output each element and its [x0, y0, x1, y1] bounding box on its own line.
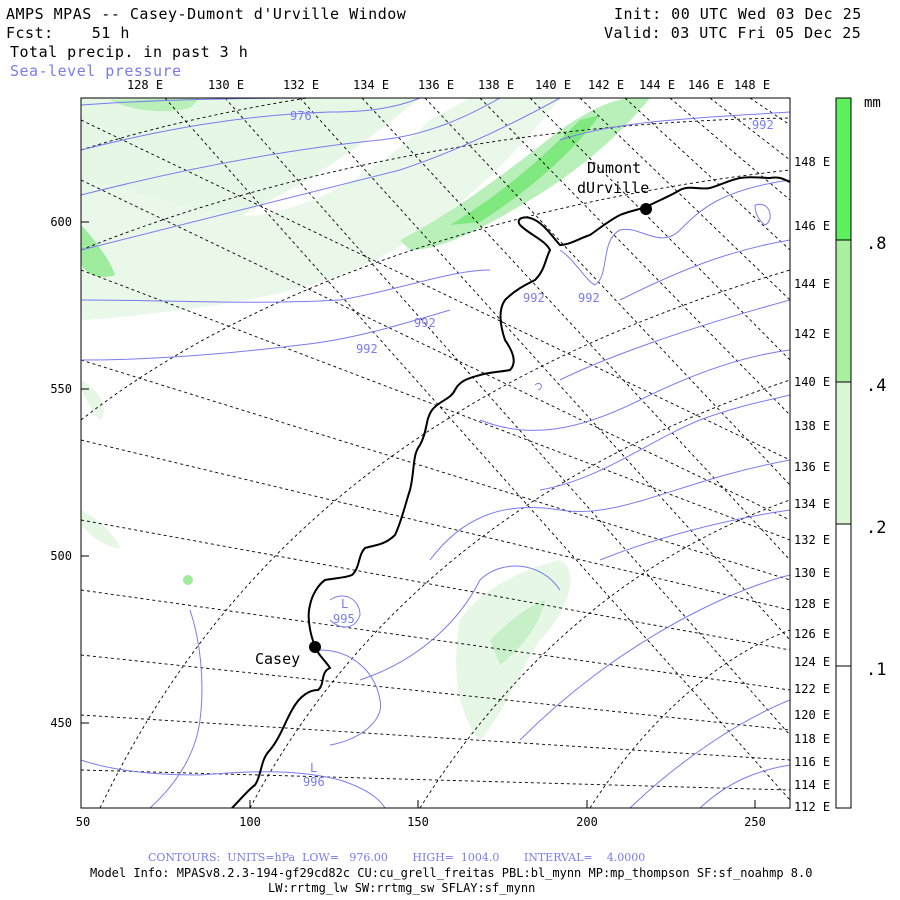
x-tick-label: 250 — [744, 815, 766, 829]
lon-label: 126 E — [794, 627, 830, 641]
station-label: Dumont — [587, 159, 641, 177]
lon-label: 136 E — [794, 460, 830, 474]
contour-label: 995 — [333, 612, 355, 626]
colorbar-segment — [836, 382, 851, 524]
colorbar: mm .1 .2 .4 .8 — [835, 95, 886, 809]
y-tick-label: 550 — [50, 382, 72, 396]
y-tick-label: 600 — [50, 215, 72, 229]
contour-info: CONTOURS: UNITS=hPa LOW= 976.00 HIGH= 10… — [148, 851, 646, 864]
lon-label: 144 E — [639, 78, 675, 92]
contour-labels: 976 992 992 992 992 992 995 996 L L — [290, 109, 774, 789]
lon-label: 140 E — [794, 375, 830, 389]
map-border — [80, 97, 791, 809]
colorbar-segment — [836, 240, 851, 382]
contour-label: 996 — [303, 775, 325, 789]
lon-label: 124 E — [794, 655, 830, 669]
plot-title: AMPS MPAS -- Casey-Dumont d'Urville Wind… — [6, 5, 407, 23]
lon-label: 128 E — [794, 597, 830, 611]
lon-label: 132 E — [794, 533, 830, 547]
lon-label: 116 E — [794, 755, 830, 769]
lon-label: 130 E — [794, 566, 830, 580]
lon-label: 142 E — [588, 78, 624, 92]
forecast-hour: Fcst: 51 h — [6, 24, 130, 42]
contour-label: 992 — [523, 291, 545, 305]
lon-label: 114 E — [794, 778, 830, 792]
colorbar-segment — [836, 666, 851, 808]
station-label: dUrville — [577, 179, 649, 197]
station-label: Casey — [255, 650, 300, 668]
contour-label: 992 — [414, 316, 436, 330]
y-tick-label: 500 — [50, 549, 72, 563]
low-marker: L — [341, 597, 348, 611]
x-tick-label: 100 — [239, 815, 261, 829]
lon-label: 112 E — [794, 800, 830, 814]
model-info-line2: LW:rrtmg_lw SW:rrtmg_sw SFLAY:sf_mynn — [268, 881, 536, 895]
contour-label: 976 — [290, 109, 312, 123]
colorbar-unit: mm — [864, 95, 881, 111]
low-marker: L — [310, 761, 317, 775]
colorbar-level: .2 — [866, 518, 886, 538]
lon-label: 138 E — [794, 419, 830, 433]
valid-time: Valid: 03 UTC Fri 05 Dec 25 — [604, 24, 862, 42]
lon-label: 134 E — [353, 78, 389, 92]
x-tick-label: 200 — [576, 815, 598, 829]
graticule — [81, 98, 790, 808]
lon-label: 146 E — [794, 219, 830, 233]
model-info: Model Info: MPASv8.2.3-194-gf29cd82c CU:… — [90, 866, 813, 880]
lon-label: 134 E — [794, 497, 830, 511]
colorbar-level: .8 — [866, 234, 886, 254]
lon-label: 136 E — [418, 78, 454, 92]
lon-label: 142 E — [794, 327, 830, 341]
lon-label: 146 E — [688, 78, 724, 92]
station-casey: Casey — [255, 641, 321, 668]
lon-label: 122 E — [794, 682, 830, 696]
station-marker — [309, 641, 321, 653]
top-lon-labels: 128 E 130 E 132 E 134 E 136 E 138 E 140 … — [127, 78, 770, 92]
field-precip-label: Total precip. in past 3 h — [10, 43, 249, 61]
contour-label: 992 — [356, 342, 378, 356]
lon-label: 132 E — [283, 78, 319, 92]
colorbar-segment — [836, 98, 851, 240]
init-time: Init: 00 UTC Wed 03 Dec 25 — [614, 5, 862, 23]
colorbar-level: .4 — [866, 376, 886, 396]
y-axis — [81, 221, 89, 724]
right-lon-labels: 148 E 146 E 144 E 142 E 140 E 138 E 136 … — [794, 155, 830, 814]
lon-label: 148 E — [734, 78, 770, 92]
slp-contours — [81, 98, 790, 808]
lon-label: 138 E — [478, 78, 514, 92]
x-tick-label: 150 — [407, 815, 429, 829]
x-tick-label: 50 — [76, 815, 90, 829]
station-dumont-durville: Dumont dUrville — [577, 159, 652, 215]
lon-label: 148 E — [794, 155, 830, 169]
colorbar-level: .1 — [866, 660, 886, 680]
y-tick-label: 450 — [50, 716, 72, 730]
station-marker — [640, 203, 652, 215]
colorbar-border — [835, 97, 852, 809]
contour-label: 992 — [578, 291, 600, 305]
contour-label: 992 — [752, 118, 774, 132]
lon-label: 118 E — [794, 732, 830, 746]
precip-shading — [81, 98, 650, 740]
lon-label: 144 E — [794, 277, 830, 291]
field-slp-label: Sea-level pressure — [10, 62, 182, 80]
lon-label: 128 E — [127, 78, 163, 92]
colorbar-segment — [836, 524, 851, 666]
x-axis — [80, 800, 756, 808]
lon-label: 120 E — [794, 708, 830, 722]
lon-label: 140 E — [535, 78, 571, 92]
lon-label: 130 E — [208, 78, 244, 92]
